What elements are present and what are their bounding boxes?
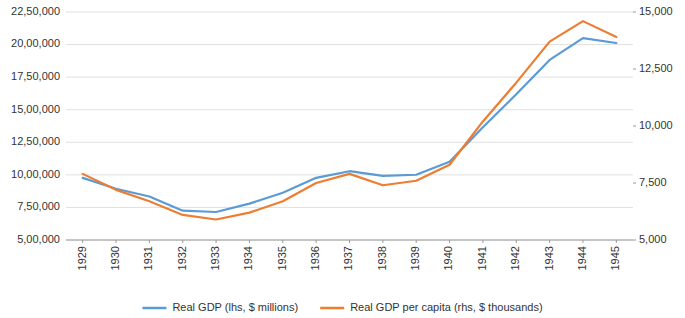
y2-tick-label: 7,500 [639, 176, 667, 188]
y2-tick-label: 5,000 [639, 233, 667, 245]
x-tick-label: 1943 [543, 246, 555, 270]
y2-tick-label: 10,000 [639, 119, 673, 131]
x-tick-label: 1941 [476, 246, 488, 270]
x-tick-label: 1929 [76, 246, 88, 270]
x-tick [582, 240, 583, 243]
x-tick [349, 240, 350, 243]
y2-tick [633, 183, 636, 184]
x-tick-label: 1935 [276, 246, 288, 270]
grid-line [66, 77, 633, 78]
grid-line [66, 142, 633, 143]
y-tick-label: 10,00,000 [11, 168, 60, 180]
legend-item: Real GDP per capita (rhs, $ thousands) [320, 301, 542, 313]
chart-svg: 5,00,000 7,50,000 10,00,000 12,50,000 15,00,… [0, 0, 685, 318]
grid [66, 12, 633, 240]
x-tick-label: 1931 [142, 246, 154, 270]
x-tick [482, 240, 483, 243]
y-tick-label: 7,50,000 [17, 200, 60, 212]
x-tick-label: 1933 [209, 246, 221, 270]
x-tick [182, 240, 183, 243]
x-tick [616, 240, 617, 243]
chart-container: 5,00,000 7,50,000 10,00,000 12,50,000 15,00,… [0, 0, 685, 318]
x-tick-label: 1934 [242, 246, 254, 270]
x-tick-label: 1940 [442, 246, 454, 270]
grid-line [66, 12, 633, 13]
x-tick [116, 240, 117, 243]
y-tick-label: 12,50,000 [11, 135, 60, 147]
legend-label: Real GDP (lhs, $ millions) [172, 301, 298, 313]
x-tick-label: 1942 [509, 246, 521, 270]
x-tick [516, 240, 517, 243]
legend-item: Real GDP (lhs, $ millions) [142, 301, 298, 313]
series-line [83, 38, 617, 212]
x-tick-label: 1937 [342, 246, 354, 270]
x-tick-label: 1939 [409, 246, 421, 270]
y-tick-label: 17,50,000 [11, 70, 60, 82]
x-tick [216, 240, 217, 243]
x-tick-label: 1938 [376, 246, 388, 270]
legend-swatch [320, 307, 344, 310]
x-tick-label: 1945 [609, 246, 621, 270]
series-line [83, 21, 617, 219]
legend: Real GDP (lhs, $ millions) Real GDP per c… [142, 301, 542, 313]
y-tick-label: 15,00,000 [11, 103, 60, 115]
y-tick-label: 22,50,000 [11, 5, 60, 17]
x-tick [249, 240, 250, 243]
y2-tick [633, 69, 636, 70]
x-tick [82, 240, 83, 243]
x-tick [549, 240, 550, 243]
grid-line [66, 207, 633, 208]
x-tick-label: 1944 [576, 246, 588, 270]
x-tick [382, 240, 383, 243]
y2-tick [633, 126, 636, 127]
axes: 5,00,000 7,50,000 10,00,000 12,50,000 15,00,… [11, 5, 673, 271]
x-tick [149, 240, 150, 243]
x-tick [282, 240, 283, 243]
y-tick-label: 5,00,000 [17, 233, 60, 245]
x-tick-label: 1932 [176, 246, 188, 270]
x-tick-label: 1930 [109, 246, 121, 270]
legend-label: Real GDP per capita (rhs, $ thousands) [350, 301, 542, 313]
grid-line [66, 109, 633, 110]
y2-tick [633, 240, 636, 241]
x-tick-label: 1936 [309, 246, 321, 270]
series-group [83, 21, 617, 219]
x-tick [416, 240, 417, 243]
x-tick [316, 240, 317, 243]
x-tick [449, 240, 450, 243]
y2-tick-label: 15,000 [639, 5, 673, 17]
y2-tick [633, 12, 636, 13]
y2-tick-label: 12,500 [639, 62, 673, 74]
y-tick-label: 20,00,000 [11, 37, 60, 49]
legend-swatch [142, 307, 166, 310]
